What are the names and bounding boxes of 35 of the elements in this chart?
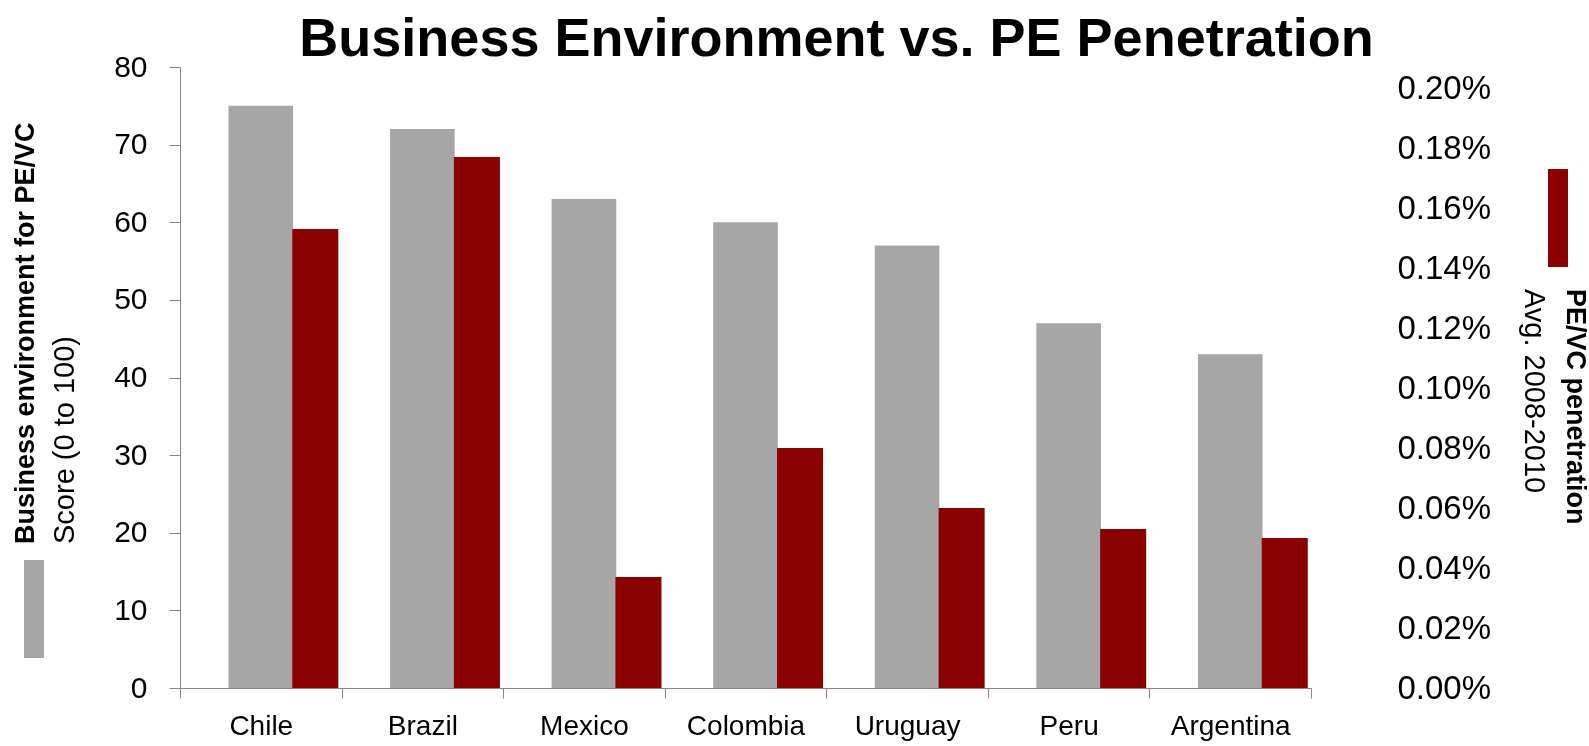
x-tick-label: Colombia [686,709,806,741]
y2-tick-label: 0.02% [1397,608,1492,646]
bar [615,577,662,688]
y2-tick-label: 0.10% [1397,368,1492,406]
y2-axis-title: PE/VC penetration Avg. 2008-2010 [1519,289,1589,525]
y2-tick-label: 0.08% [1397,428,1492,466]
y2-tick-label: 0.18% [1397,128,1492,166]
y-tick-label: 70 [114,127,148,161]
y2-tick-label: 0.12% [1397,308,1492,346]
bar [1197,354,1263,688]
y-axis-title: Business environment for PE/VC Score (0 to 100) [10,122,80,544]
x-tick-label: Brazil [387,709,458,741]
y-tick-label: 60 [114,204,148,238]
y2-tick-label: 0.16% [1397,188,1492,226]
x-tick-label: Peru [1039,709,1099,741]
x-tick-label: Chile [229,709,294,741]
y-tick-label: 40 [114,360,148,393]
y-tick-label: 0 [130,670,148,704]
bar [874,245,940,688]
y-tick-label: 50 [114,282,148,316]
y-tick-label: 10 [114,592,148,626]
y-tick-label: 30 [114,437,148,471]
y2-tick-label: 0.04% [1397,548,1492,586]
bar [551,198,617,688]
chart-title: Business Environment vs. PE Penetration [299,7,1374,67]
bar [1036,323,1101,688]
y2-tick-label: 0.06% [1397,488,1492,526]
y2-tick-label: 0.20% [1397,68,1492,106]
y2-tick-label: 0.00% [1397,668,1492,706]
y-tick-label: 80 [114,49,148,83]
x-tick-label: Argentina [1170,709,1292,741]
x-tick-label: Uruguay [854,709,961,741]
y-tick-label: 20 [114,515,148,549]
y2-tick-label: 0.14% [1397,248,1492,286]
x-tick-label: Mexico [540,709,629,741]
